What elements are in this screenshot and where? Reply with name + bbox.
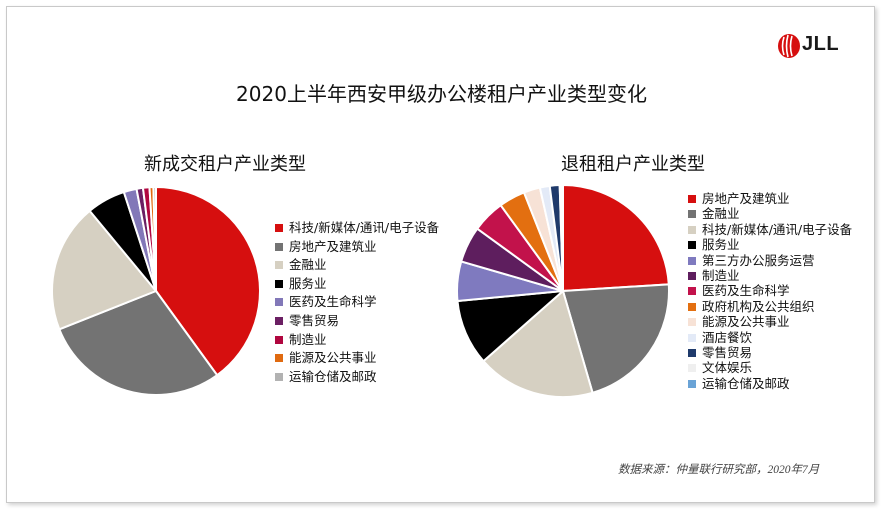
right-legend-swatch bbox=[688, 364, 696, 373]
left-legend-swatch bbox=[275, 372, 283, 381]
right-legend-item: 文体娱乐 bbox=[688, 360, 852, 375]
right-legend-swatch bbox=[688, 256, 696, 265]
left-legend-swatch bbox=[275, 242, 283, 251]
right-legend-item: 金融业 bbox=[688, 206, 852, 221]
left-legend-label: 制造业 bbox=[289, 331, 327, 347]
right-legend-item: 政府机构及公共组织 bbox=[688, 299, 852, 314]
right-legend-item: 能源及公共事业 bbox=[688, 314, 852, 329]
right-legend-swatch bbox=[688, 302, 696, 311]
left-legend-item: 房地产及建筑业 bbox=[275, 238, 439, 257]
right-legend-item: 零售贸易 bbox=[688, 345, 852, 360]
left-legend-label: 运输仓储及邮政 bbox=[289, 368, 377, 384]
logo-text: JLL bbox=[802, 33, 840, 55]
right-legend-swatch bbox=[688, 348, 696, 357]
left-legend-item: 科技/新媒体/通讯/电子设备 bbox=[275, 219, 439, 238]
right-legend-label: 政府机构及公共组织 bbox=[702, 298, 815, 314]
left-legend-label: 科技/新媒体/通讯/电子设备 bbox=[289, 220, 440, 235]
right-legend-item: 服务业 bbox=[688, 237, 852, 252]
left-legend-swatch bbox=[275, 298, 283, 307]
right-legend-label: 能源及公共事业 bbox=[702, 314, 790, 330]
left-legend-item: 金融业 bbox=[275, 256, 439, 275]
right-legend-item: 房地产及建筑业 bbox=[688, 191, 852, 206]
right-legend-item: 运输仓储及邮政 bbox=[688, 376, 852, 391]
right-legend-item: 酒店餐饮 bbox=[688, 330, 852, 345]
right-legend-label: 科技/新媒体/通讯/电子设备 bbox=[702, 221, 853, 237]
left-legend-label: 房地产及建筑业 bbox=[289, 238, 377, 254]
left-pie-chart bbox=[51, 185, 261, 396]
right-legend-swatch bbox=[688, 210, 696, 219]
left-legend-swatch bbox=[275, 316, 283, 325]
right-legend-label: 运输仓储及邮政 bbox=[702, 375, 790, 391]
right-legend-swatch bbox=[688, 225, 696, 234]
left-legend-swatch bbox=[275, 354, 283, 363]
right-legend-swatch bbox=[688, 318, 696, 327]
left-legend-swatch bbox=[275, 279, 283, 288]
right-legend-label: 房地产及建筑业 bbox=[702, 191, 790, 206]
left-pie-slice-0 bbox=[155, 185, 261, 377]
left-chart-title: 新成交租户产业类型 bbox=[144, 154, 306, 175]
right-pie-slice-2 bbox=[482, 289, 594, 398]
left-legend-item: 医药及生命科学 bbox=[275, 293, 439, 312]
left-legend-item: 零售贸易 bbox=[275, 312, 439, 331]
left-legend-swatch bbox=[275, 224, 283, 232]
right-legend-label: 医药及生命科学 bbox=[702, 283, 790, 299]
right-legend-item: 制造业 bbox=[688, 268, 852, 283]
left-legend-item: 服务业 bbox=[275, 275, 439, 294]
left-pie-slice-1 bbox=[58, 289, 219, 396]
right-legend-item: 医药及生命科学 bbox=[688, 283, 852, 298]
right-pie-chart bbox=[456, 183, 670, 398]
data-source-note: 数据来源：仲量联行研究部，2020年7月 bbox=[618, 464, 820, 476]
left-pie-slice-2 bbox=[51, 209, 158, 331]
right-legend-label: 零售贸易 bbox=[702, 344, 753, 360]
right-legend-swatch bbox=[688, 195, 696, 203]
right-legend-swatch bbox=[688, 333, 696, 342]
right-legend-label: 第三方办公服务运营 bbox=[702, 252, 815, 268]
left-legend-item: 能源及公共事业 bbox=[275, 349, 439, 368]
right-legend: 房地产及建筑业 金融业 科技/新媒体/通讯/电子设备 服务业 第三方办公服务运营 制造业医… bbox=[688, 191, 852, 391]
left-legend-label: 能源及公共事业 bbox=[289, 350, 377, 366]
right-chart-title: 退租租户产业类型 bbox=[561, 154, 705, 175]
right-legend-item: 第三方办公服务运营 bbox=[688, 253, 852, 268]
right-legend-item: 科技/新媒体/通讯/电子设备 bbox=[688, 222, 852, 237]
right-legend-label: 文体娱乐 bbox=[702, 360, 753, 376]
left-legend: 科技/新媒体/通讯/电子设备 房地产及建筑业 金融业服务业医药及生命科学 零售贸易制造… bbox=[275, 219, 439, 386]
jll-logo-icon bbox=[778, 34, 800, 58]
right-legend-label: 制造业 bbox=[702, 267, 740, 283]
page-title: 2020上半年西安甲级办公楼租户产业类型变化 bbox=[236, 82, 647, 106]
right-legend-swatch bbox=[688, 271, 696, 280]
right-legend-swatch bbox=[688, 287, 696, 296]
right-legend-label: 酒店餐饮 bbox=[702, 329, 753, 345]
left-legend-item: 制造业 bbox=[275, 331, 439, 350]
right-legend-label: 金融业 bbox=[702, 206, 740, 222]
right-pie-slice-0 bbox=[562, 183, 670, 293]
left-legend-swatch bbox=[275, 261, 283, 270]
right-pie-slice-12 bbox=[560, 183, 564, 292]
right-legend-swatch bbox=[688, 241, 696, 250]
right-legend-label: 服务业 bbox=[702, 237, 740, 253]
left-legend-label: 服务业 bbox=[289, 275, 327, 291]
left-legend-item: 运输仓储及邮政 bbox=[275, 368, 439, 387]
left-legend-label: 医药及生命科学 bbox=[289, 294, 377, 310]
left-legend-swatch bbox=[275, 335, 283, 344]
left-pie-slice-8 bbox=[152, 185, 157, 292]
left-legend-label: 金融业 bbox=[289, 257, 327, 273]
right-legend-swatch bbox=[688, 379, 696, 388]
left-legend-label: 零售贸易 bbox=[289, 312, 340, 328]
right-pie-slice-1 bbox=[561, 283, 670, 395]
